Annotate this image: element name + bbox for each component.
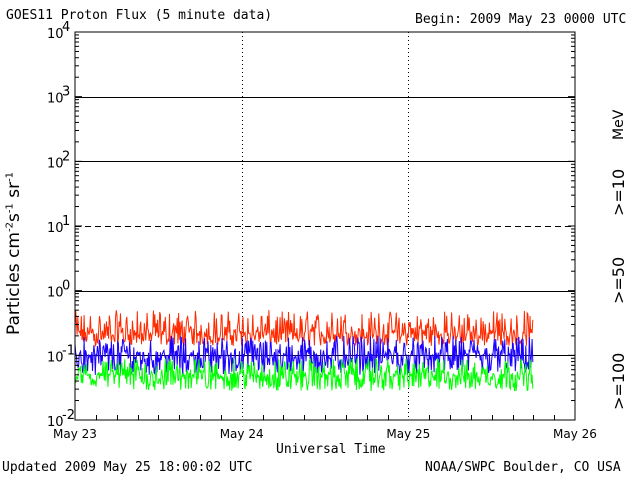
y-tick-label-0: 104 [47, 20, 70, 42]
chart-series [74, 310, 534, 392]
y-tick-exp-1: 3 [62, 85, 70, 100]
y-axis-label-exp1: -2 [4, 222, 16, 233]
y-tick-base-5: 10 [47, 350, 64, 365]
y-tick-exp-2: 2 [62, 149, 70, 164]
legend-ge10: >=10 [609, 168, 628, 216]
x-tick-label-3: May 26 [553, 427, 597, 441]
x-axis-ticks: May 23 May 24 May 25 May 26 [53, 415, 597, 441]
y-tick-label-3: 101 [47, 214, 70, 236]
credit-text: NOAA/SWPC Boulder, CO USA [425, 460, 621, 475]
chart-title: GOES11 Proton Flux (5 minute data) [6, 8, 273, 23]
y-tick-base-6: 10 [47, 415, 64, 430]
legend-ge50: >=50 [609, 256, 628, 304]
series-ge50-line [74, 335, 534, 376]
unit-label-mev: MeV [611, 109, 627, 140]
series-ge10-line [74, 310, 534, 348]
y-tick-base-4: 10 [47, 286, 64, 301]
y-tick-label-6: 10-2 [47, 408, 75, 430]
y-tick-label-1: 103 [47, 85, 70, 107]
y-axis-label-exp2: -1 [4, 203, 16, 214]
y-tick-base-3: 10 [47, 221, 64, 236]
y-tick-label-2: 102 [47, 149, 70, 171]
y-tick-base-0: 10 [47, 27, 64, 42]
y-tick-exp-6: -2 [62, 408, 75, 423]
y-tick-exp-4: 0 [62, 279, 70, 294]
y-axis-label: Particles cm-2s-1 sr-1 [4, 172, 24, 335]
y-tick-exp-5: -1 [62, 343, 75, 358]
x-tick-label-0: May 23 [53, 427, 97, 441]
y-tick-label-5: 10-1 [47, 343, 75, 365]
y-tick-base-2: 10 [47, 156, 64, 171]
y-axis-label-sr: sr [4, 181, 24, 198]
y-tick-exp-0: 4 [62, 20, 70, 35]
x-tick-label-1: May 24 [220, 427, 264, 441]
y-axis-label-main: Particles cm [4, 232, 24, 335]
begin-time: Begin: 2009 May 23 0000 UTC [415, 12, 627, 27]
y-tick-exp-3: 1 [62, 214, 70, 229]
y-tick-label-4: 100 [47, 279, 70, 301]
x-tick-label-2: May 25 [386, 427, 430, 441]
x-axis-label: Universal Time [276, 442, 386, 457]
y-tick-base-1: 10 [47, 92, 64, 107]
updated-timestamp: Updated 2009 May 25 18:00:02 UTC [2, 460, 253, 475]
series-ge100-line [74, 358, 534, 392]
legend-ge100: >=100 [609, 352, 628, 410]
y-axis-label-exp3: -1 [4, 171, 16, 182]
y-axis-label-space [4, 198, 24, 203]
y-axis-label-s: s [4, 213, 24, 223]
